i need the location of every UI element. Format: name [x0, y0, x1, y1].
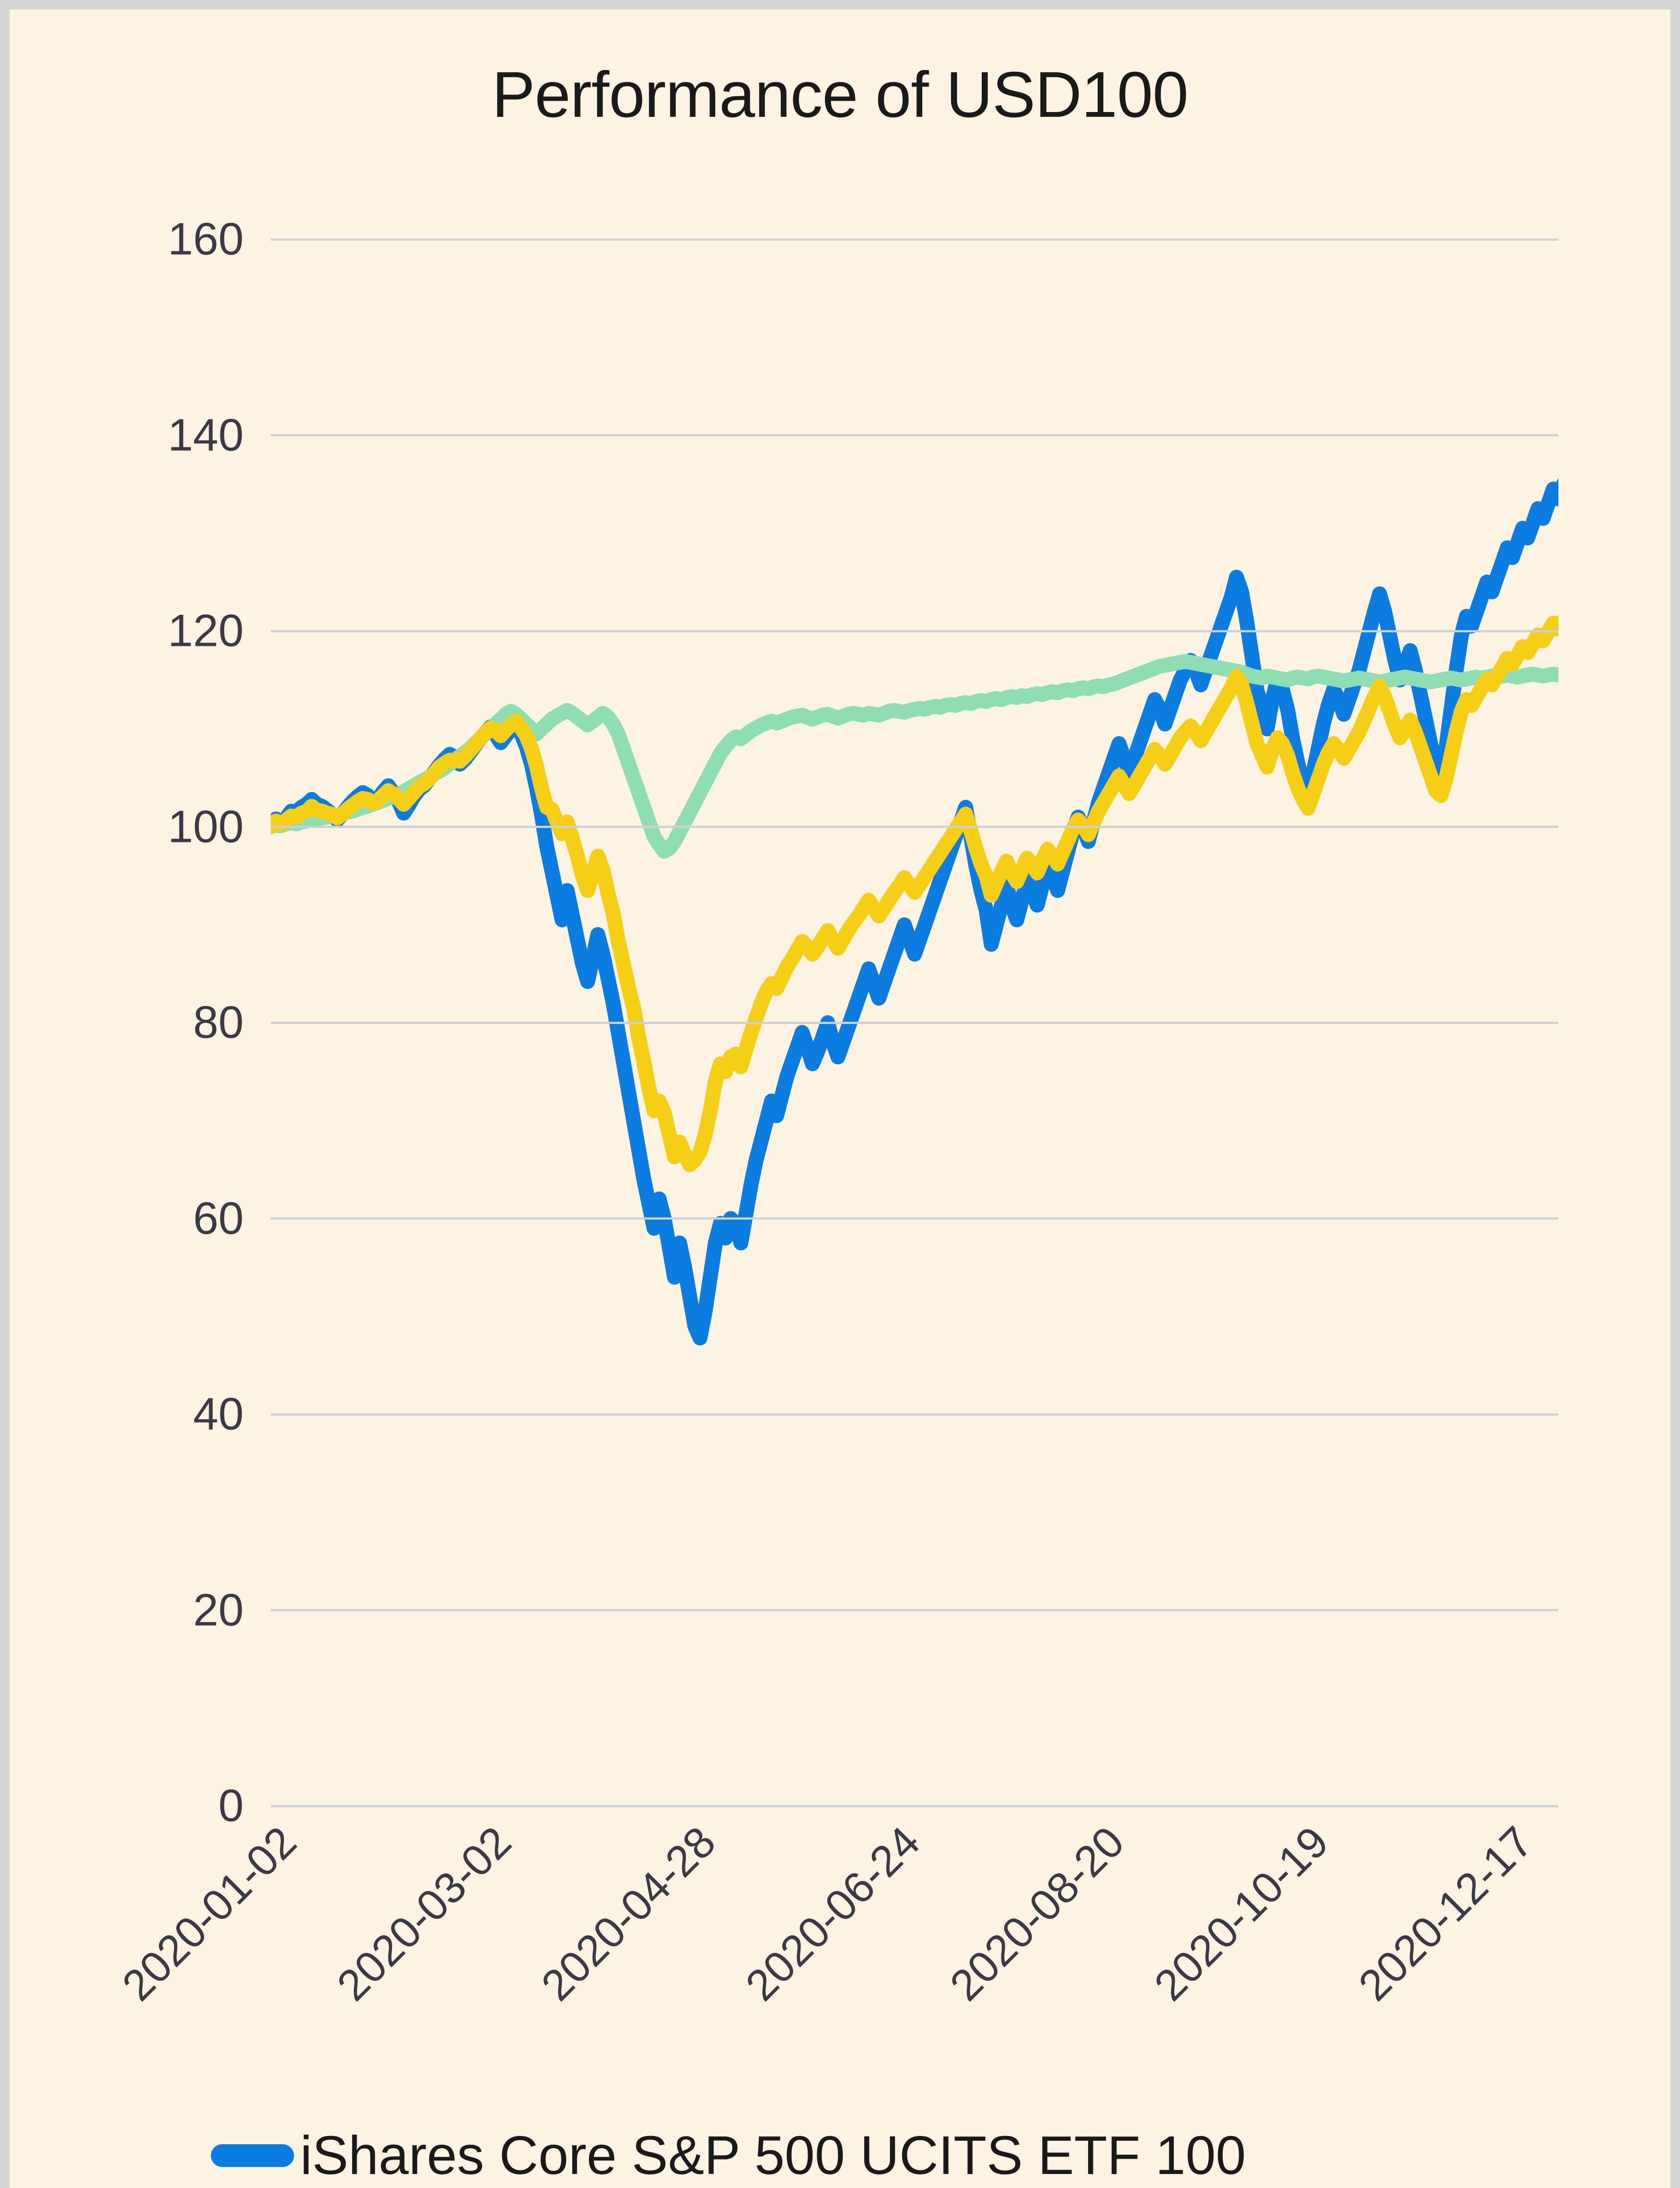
y-axis-tick-label: 60 [193, 1193, 244, 1244]
y-axis-tick-label: 160 [168, 214, 244, 265]
y-axis-tick-label: 0 [218, 1780, 244, 1831]
chart-canvas: Performance of USD100 0 20 40 60 80 100 120 140… [10, 10, 1670, 2188]
legend-item[interactable]: iShares Core S&P 500 UCITS ETF 100 [10, 2110, 1670, 2188]
gridline [271, 1805, 1558, 1807]
legend-item-label: iShares Core S&P 500 UCITS ETF 100 [300, 2125, 1246, 2186]
gridline [271, 434, 1558, 436]
gridline [271, 630, 1558, 632]
legend-color-swatch [211, 2144, 294, 2167]
gridline [271, 1413, 1558, 1416]
y-axis-tick-label: 80 [193, 997, 244, 1048]
gridline [271, 1021, 1558, 1024]
series-lines [271, 478, 1558, 1346]
x-axis-labels: 2020-01-02 2020-03-02 2020-04-28 2020-06-24… [113, 1817, 1558, 2088]
chart-legend: iShares Core S&P 500 UCITS ETF 100Vangua… [10, 2110, 1670, 2188]
gridline [271, 826, 1558, 828]
chart-title: Performance of USD100 [492, 59, 1188, 131]
y-axis-tick-label: 20 [193, 1585, 244, 1635]
y-axis-tick-label: 100 [168, 801, 244, 852]
y-axis-tick-label: 140 [168, 410, 244, 460]
gridline [271, 1609, 1558, 1611]
plot-area [271, 238, 1558, 1807]
gridline [271, 238, 1558, 241]
y-axis-labels: 0 20 40 60 80 100 120 140 160 [88, 214, 244, 1831]
gridline [271, 1217, 1558, 1220]
y-axis-tick-label: 40 [193, 1389, 244, 1440]
series-line [271, 614, 1558, 1172]
y-axis-tick-label: 120 [168, 605, 244, 656]
